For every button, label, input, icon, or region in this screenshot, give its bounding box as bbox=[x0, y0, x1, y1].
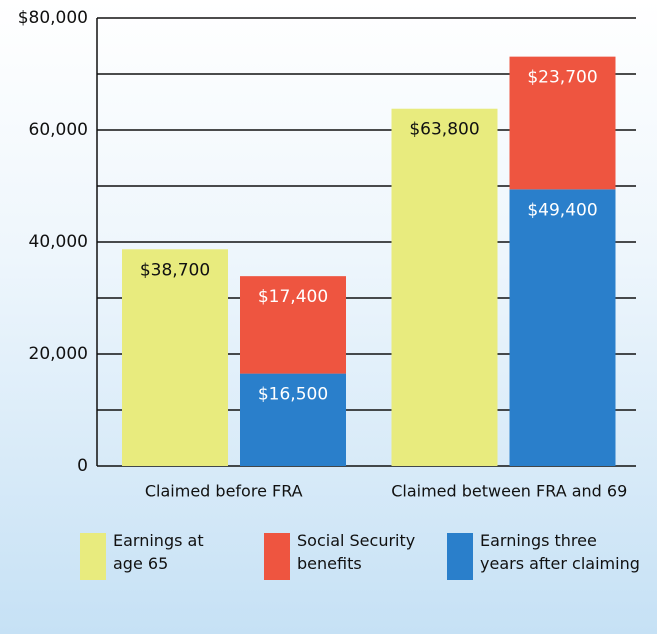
legend-label: Earnings three years after claiming bbox=[480, 531, 640, 573]
value-label: $38,700 bbox=[140, 260, 210, 280]
legend-label: Social Security benefits bbox=[297, 531, 416, 573]
bar bbox=[391, 108, 498, 466]
y-tick-label: $80,000 bbox=[18, 8, 88, 28]
bar bbox=[122, 249, 228, 466]
value-label: $17,400 bbox=[258, 287, 328, 307]
bar bbox=[509, 189, 616, 467]
y-tick-label: 20,000 bbox=[29, 344, 88, 364]
y-tick-label: 40,000 bbox=[29, 232, 88, 252]
legend-swatch bbox=[447, 533, 473, 580]
bar bbox=[240, 373, 346, 466]
value-label: $49,400 bbox=[527, 200, 597, 220]
x-tick-label: Claimed before FRA bbox=[145, 482, 303, 501]
y-tick-label: 0 bbox=[77, 456, 88, 476]
bar bbox=[240, 276, 346, 374]
legend-swatch bbox=[80, 533, 106, 580]
y-tick-label: 60,000 bbox=[29, 120, 88, 140]
legend-label: Earnings at age 65 bbox=[113, 531, 204, 573]
bar bbox=[509, 56, 616, 190]
value-label: $63,800 bbox=[409, 120, 479, 140]
value-label: $23,700 bbox=[527, 68, 597, 88]
value-label: $16,500 bbox=[258, 385, 328, 405]
x-tick-label: Claimed between FRA and 69 bbox=[391, 482, 627, 501]
legend-swatch bbox=[264, 533, 290, 580]
